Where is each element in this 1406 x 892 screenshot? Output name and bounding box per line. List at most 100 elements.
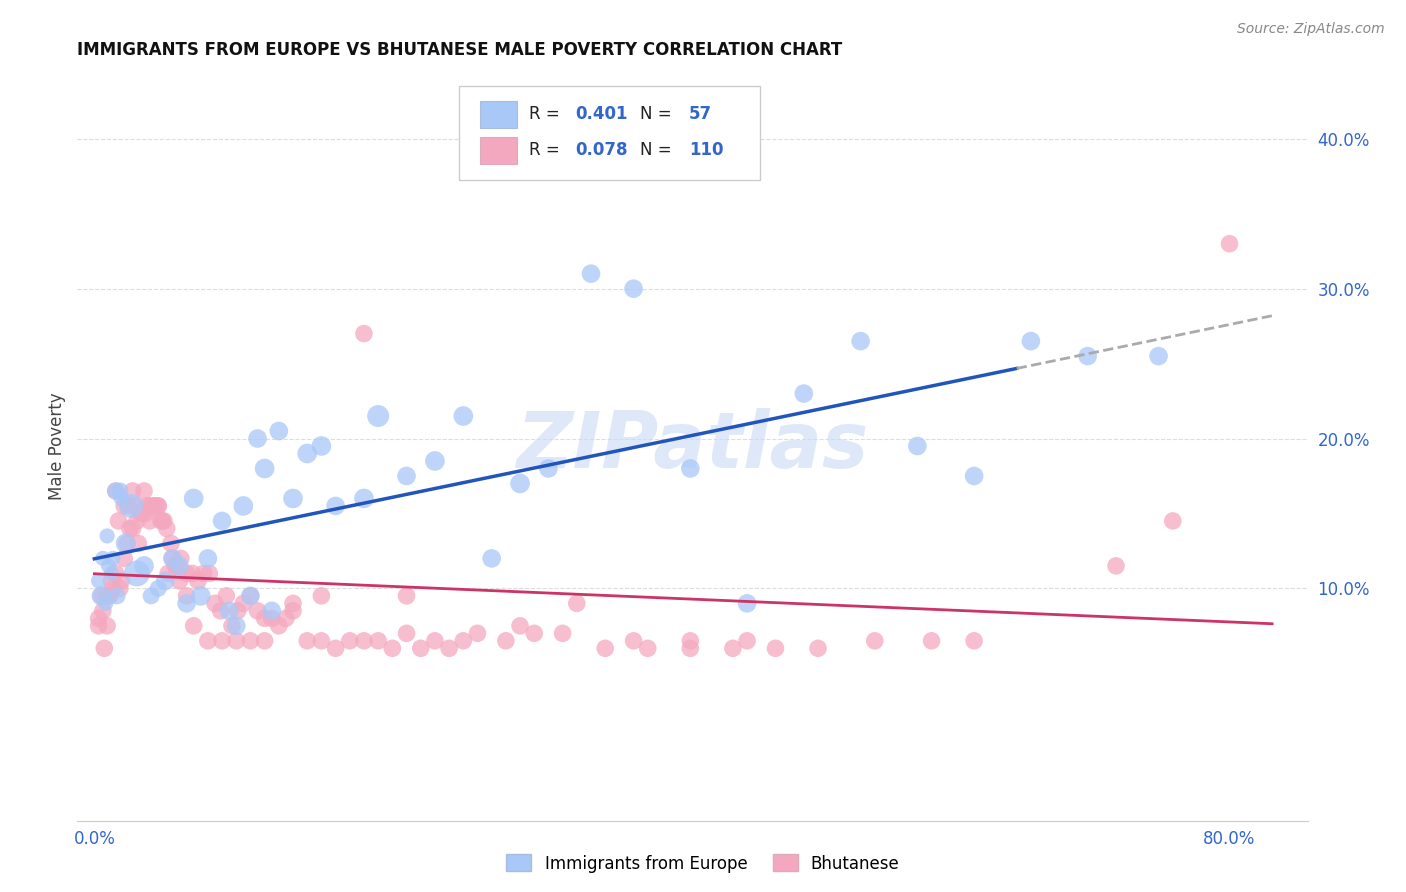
Point	[311, 633, 333, 648]
Point	[112, 551, 135, 566]
Point	[253, 461, 276, 475]
Point	[190, 589, 212, 603]
Point	[152, 514, 174, 528]
FancyBboxPatch shape	[479, 136, 516, 163]
Point	[90, 589, 112, 603]
Point	[170, 551, 193, 566]
Point	[150, 514, 173, 528]
Text: N =: N =	[640, 141, 676, 159]
Point	[87, 619, 110, 633]
Point	[325, 641, 347, 656]
Point	[87, 611, 110, 625]
Point	[197, 633, 219, 648]
Point	[395, 589, 418, 603]
Point	[198, 566, 221, 581]
Point	[395, 469, 418, 483]
Point	[125, 566, 148, 581]
Point	[176, 596, 198, 610]
Point	[181, 566, 204, 581]
Point	[274, 611, 297, 625]
Point	[157, 566, 180, 581]
Text: IMMIGRANTS FROM EUROPE VS BHUTANESE MALE POVERTY CORRELATION CHART: IMMIGRANTS FROM EUROPE VS BHUTANESE MALE…	[77, 41, 842, 59]
Point	[100, 574, 122, 588]
Point	[108, 483, 131, 498]
Point	[129, 507, 152, 521]
Point	[793, 386, 815, 401]
Point	[579, 267, 602, 281]
Point	[183, 619, 205, 633]
Point	[239, 589, 262, 603]
Point	[101, 551, 124, 566]
Point	[91, 551, 114, 566]
Point	[127, 536, 149, 550]
Point	[135, 499, 157, 513]
Point	[423, 633, 446, 648]
Point	[721, 641, 744, 656]
Point	[1019, 334, 1042, 348]
Point	[246, 432, 269, 446]
Point	[765, 641, 787, 656]
Point	[295, 633, 318, 648]
Point	[132, 558, 155, 573]
Point	[232, 596, 254, 610]
Point	[409, 641, 432, 656]
Point	[367, 633, 389, 648]
Point	[114, 536, 136, 550]
Point	[100, 566, 122, 581]
Y-axis label: Male Poverty: Male Poverty	[48, 392, 66, 500]
Point	[921, 633, 943, 648]
Point	[112, 499, 135, 513]
Text: 0.401: 0.401	[575, 105, 628, 123]
Point	[176, 589, 198, 603]
Point	[623, 633, 645, 648]
Point	[381, 641, 404, 656]
Point	[125, 514, 148, 528]
Point	[221, 619, 243, 633]
Point	[121, 483, 143, 498]
Point	[495, 633, 517, 648]
Text: Source: ZipAtlas.com: Source: ZipAtlas.com	[1237, 22, 1385, 37]
Legend: Immigrants from Europe, Bhutanese: Immigrants from Europe, Bhutanese	[499, 847, 907, 880]
Point	[148, 499, 170, 513]
Point	[115, 536, 138, 550]
Point	[105, 589, 128, 603]
Point	[239, 589, 262, 603]
Point	[232, 499, 254, 513]
Point	[905, 439, 928, 453]
Point	[325, 499, 347, 513]
Text: 0.078: 0.078	[575, 141, 628, 159]
Point	[367, 409, 389, 423]
Point	[1077, 349, 1099, 363]
Point	[807, 641, 830, 656]
Point	[679, 461, 702, 475]
Point	[160, 536, 183, 550]
Point	[437, 641, 460, 656]
Point	[523, 626, 546, 640]
Point	[623, 282, 645, 296]
Point	[176, 566, 198, 581]
Point	[281, 604, 304, 618]
Point	[267, 424, 290, 438]
Point	[467, 626, 489, 640]
Point	[339, 633, 361, 648]
Point	[353, 326, 375, 341]
Point	[1161, 514, 1184, 528]
Point	[253, 633, 276, 648]
Point	[679, 641, 702, 656]
Point	[117, 499, 139, 513]
Point	[225, 633, 247, 648]
Point	[260, 604, 283, 618]
Point	[565, 596, 588, 610]
Point	[91, 604, 114, 618]
Point	[211, 514, 233, 528]
Point	[139, 589, 162, 603]
Point	[97, 558, 120, 573]
Point	[295, 446, 318, 460]
Point	[96, 529, 118, 543]
Point	[169, 574, 191, 588]
Point	[253, 611, 276, 625]
Point	[169, 558, 191, 573]
Point	[110, 574, 132, 588]
Point	[153, 514, 176, 528]
Point	[537, 461, 560, 475]
